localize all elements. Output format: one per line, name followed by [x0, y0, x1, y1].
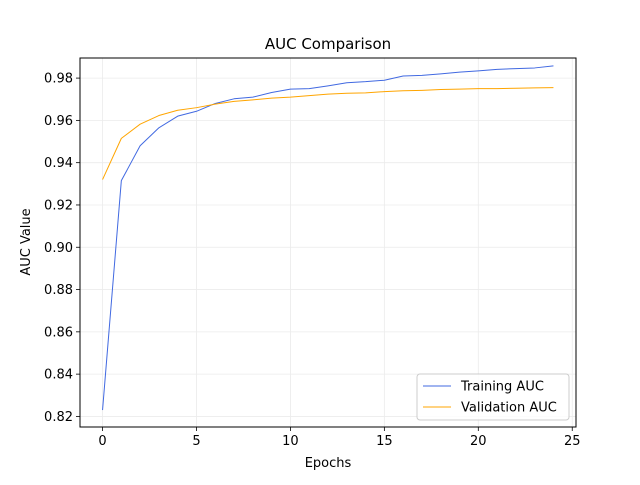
legend-label: Validation AUC	[461, 401, 557, 416]
y-tick-label: 0.92	[44, 198, 73, 213]
plot-area-frame	[79, 57, 577, 428]
y-tick-label: 0.86	[44, 325, 73, 340]
y-tick-label: 0.98	[44, 72, 73, 87]
y-tick-label: 0.90	[44, 241, 73, 256]
grid-layer	[80, 58, 576, 427]
y-tick-label: 0.94	[44, 156, 73, 171]
x-tick-label: 20	[470, 434, 487, 449]
legend-label: Training AUC	[460, 380, 544, 395]
y-tick-label: 0.84	[44, 368, 73, 383]
series-line-validation-auc	[102, 87, 554, 180]
y-tick-label: 0.82	[44, 410, 73, 425]
series-line-training-auc	[102, 65, 554, 411]
chart-title: AUC Comparison	[265, 35, 391, 53]
series-layer	[102, 65, 554, 411]
y-axis-label: AUC Value	[19, 208, 34, 275]
tick-layer: 0 5 10 15 20 25 0.82 0.84 0.86 0.88 0.90 0.92 0.94 0.…	[44, 72, 580, 449]
x-tick-label: 0	[98, 434, 106, 449]
x-tick-label: 5	[192, 434, 200, 449]
legend: Training AUC Validation AUC	[416, 373, 570, 421]
x-tick-label: 15	[376, 434, 393, 449]
x-tick-label: 25	[564, 434, 581, 449]
y-tick-label: 0.96	[44, 114, 73, 129]
x-axis-label: Epochs	[305, 456, 352, 471]
legend-box	[416, 373, 570, 421]
x-tick-label: 10	[282, 434, 299, 449]
y-tick-label: 0.88	[44, 283, 73, 298]
